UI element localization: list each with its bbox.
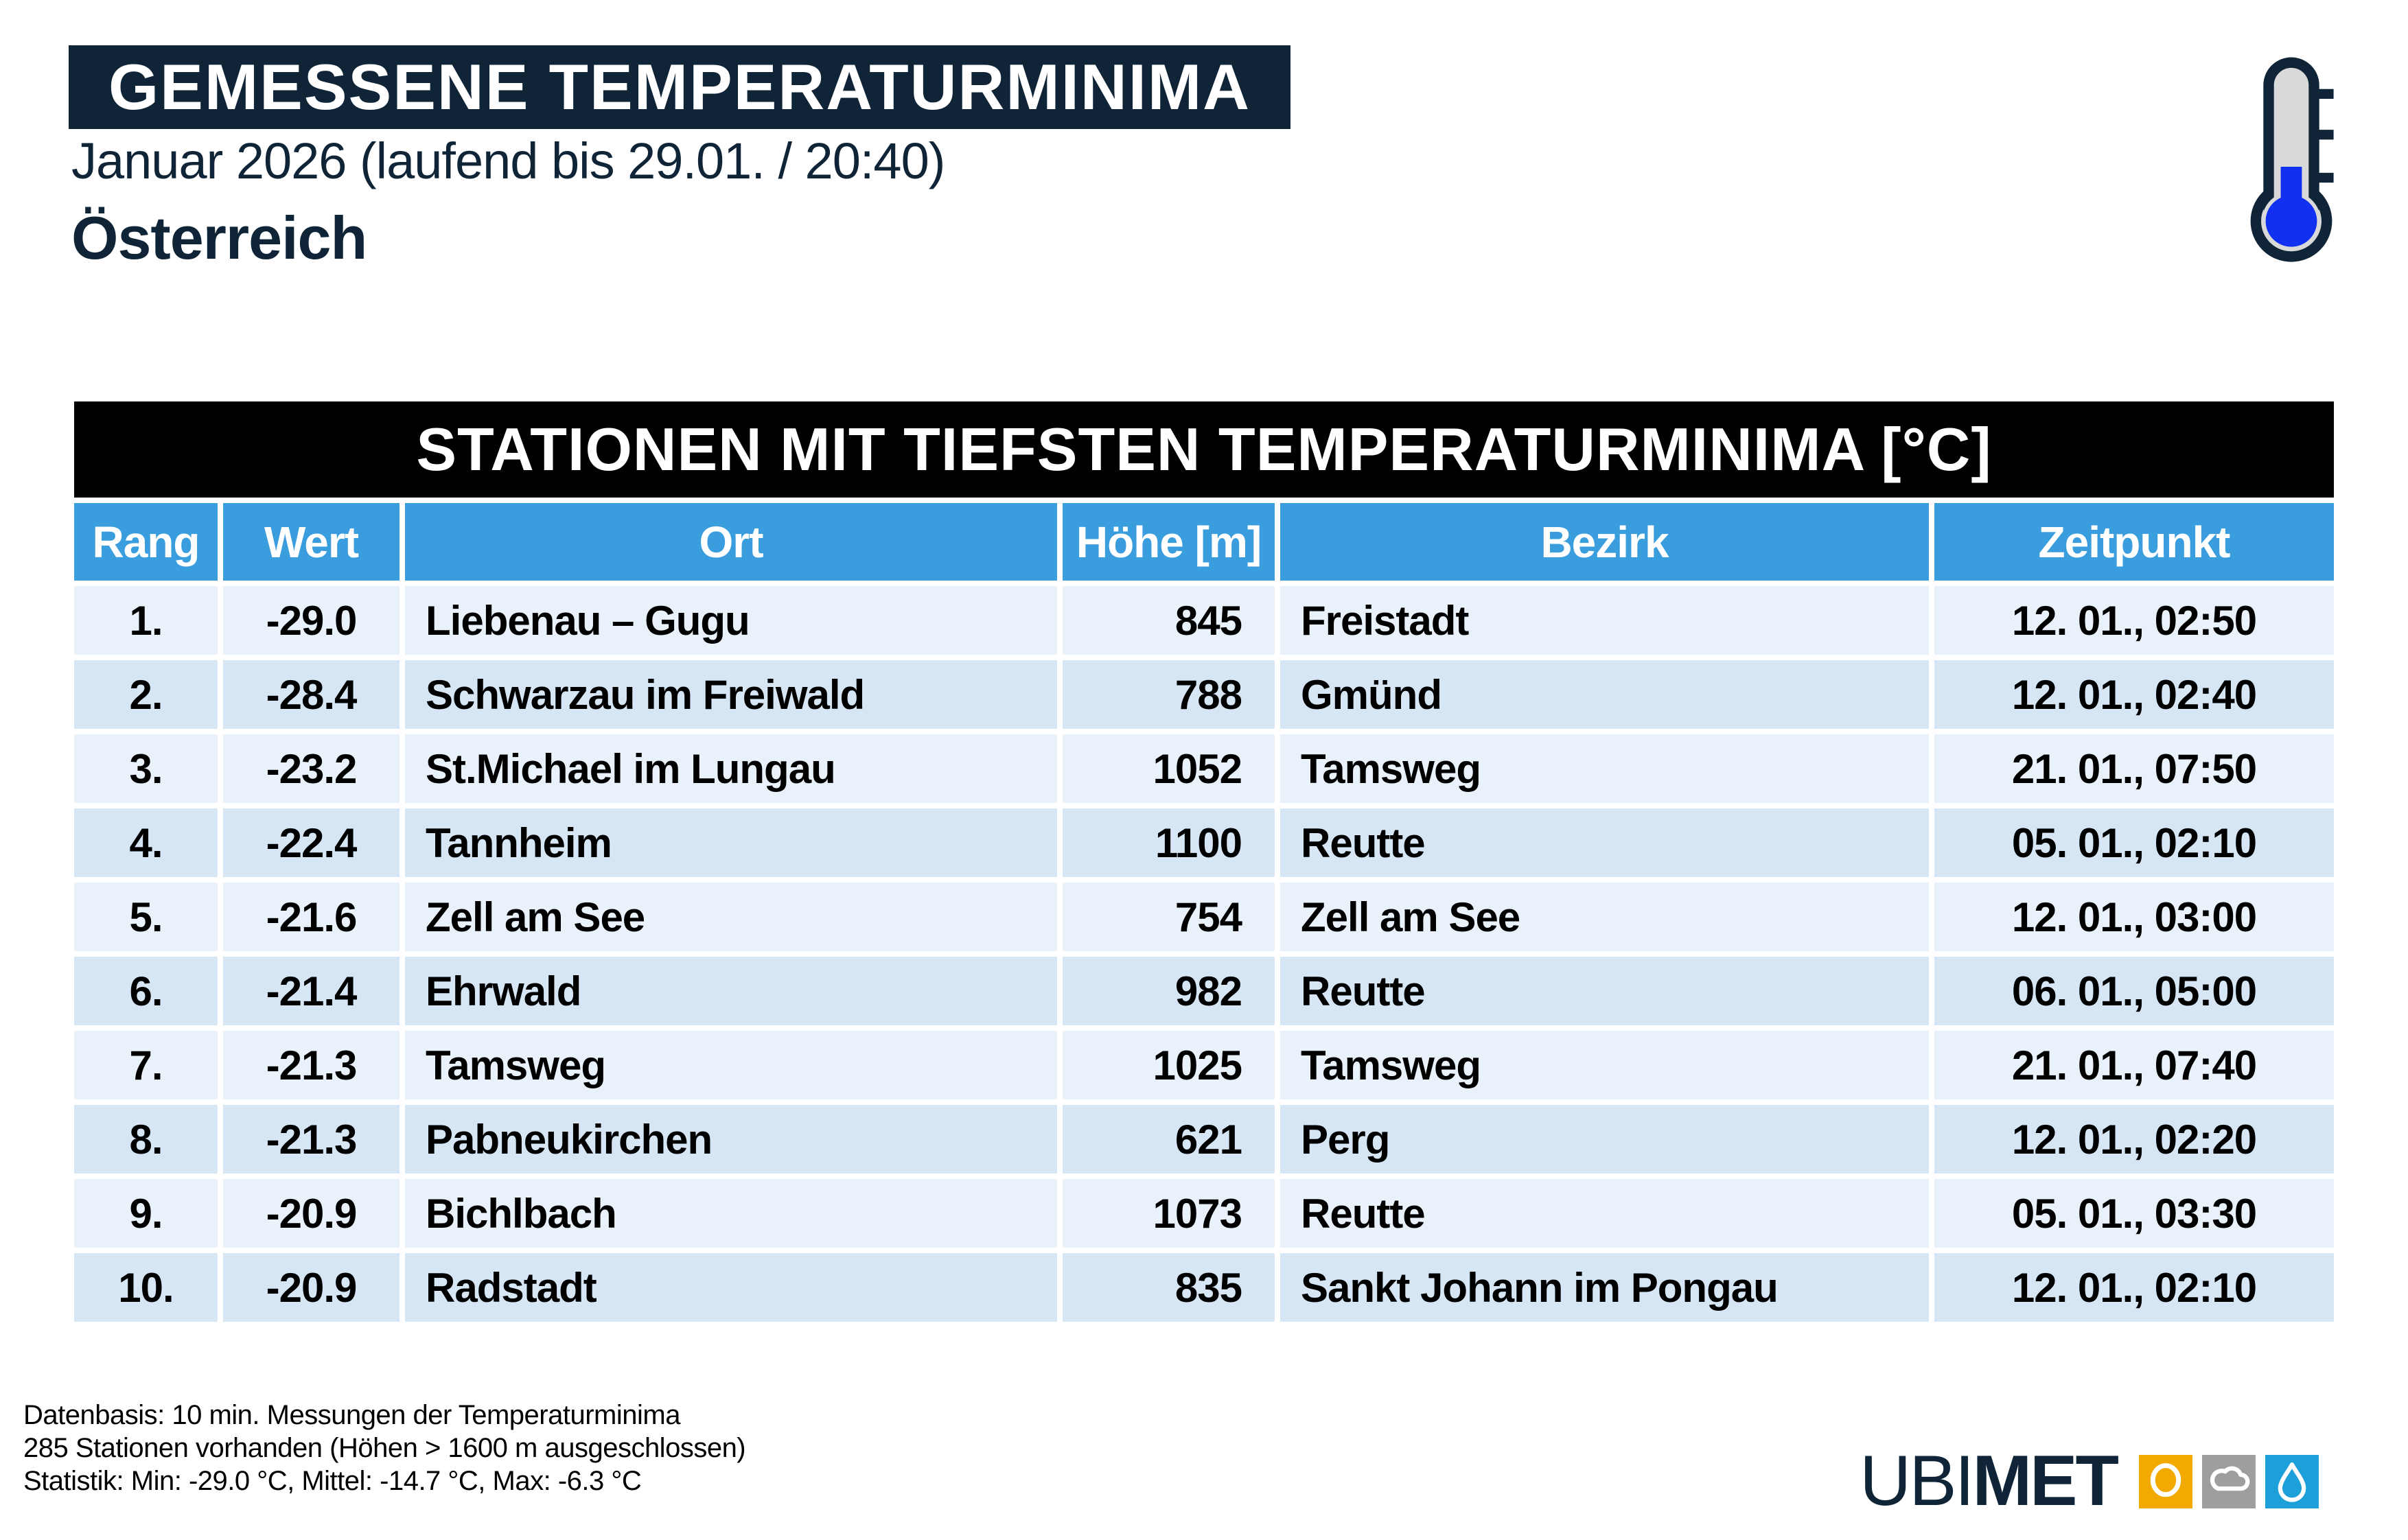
cell-altitude: 1025	[1063, 1031, 1275, 1099]
wordmark-ubi: UBI	[1860, 1441, 1974, 1521]
table-row: 4. -22.4 Tannheim 1100 Reutte 05. 01., 0…	[74, 808, 2334, 877]
cell-timestamp: 12. 01., 02:40	[1934, 660, 2334, 729]
cell-altitude: 845	[1063, 586, 1275, 655]
cell-rank: 6.	[74, 957, 218, 1025]
cell-district: Perg	[1280, 1105, 1929, 1174]
page-subtitle: Januar 2026 (laufend bis 29.01. / 20:40)	[71, 132, 945, 189]
cell-district: Reutte	[1280, 808, 1929, 877]
cloud-icon	[2202, 1455, 2256, 1508]
cell-station: Radstadt	[405, 1253, 1057, 1322]
cell-value: -20.9	[223, 1179, 400, 1248]
ubimet-logo: UBIMET	[1860, 1445, 2319, 1517]
table-row: 2. -28.4 Schwarzau im Freiwald 788 Gmünd…	[74, 660, 2334, 729]
cell-station: Liebenau – Gugu	[405, 586, 1057, 655]
footnote-statistics: Statistik: Min: -29.0 °C, Mittel: -14.7 …	[23, 1466, 642, 1496]
region-label: Österreich	[71, 204, 367, 272]
cell-altitude: 788	[1063, 660, 1275, 729]
column-header-zeitpunkt: Zeitpunkt	[1934, 503, 2334, 581]
cell-timestamp: 21. 01., 07:40	[1934, 1031, 2334, 1099]
cell-value: -22.4	[223, 808, 400, 877]
cell-altitude: 1100	[1063, 808, 1275, 877]
cell-timestamp: 06. 01., 05:00	[1934, 957, 2334, 1025]
wordmark-met: MET	[1972, 1441, 2119, 1521]
cell-timestamp: 21. 01., 07:50	[1934, 734, 2334, 803]
table-row: 3. -23.2 St.Michael im Lungau 1052 Tamsw…	[74, 734, 2334, 803]
column-header-ort: Ort	[405, 503, 1057, 581]
page-title-text: GEMESSENE TEMPERATURMINIMA	[108, 51, 1251, 123]
cell-rank: 7.	[74, 1031, 218, 1099]
table-row: 10. -20.9 Radstadt 835 Sankt Johann im P…	[74, 1253, 2334, 1322]
cell-timestamp: 05. 01., 03:30	[1934, 1179, 2334, 1248]
table-row: 8. -21.3 Pabneukirchen 621 Perg 12. 01.,…	[74, 1105, 2334, 1174]
sun-icon	[2139, 1455, 2192, 1508]
cell-district: Tamsweg	[1280, 1031, 1929, 1099]
cell-district: Sankt Johann im Pongau	[1280, 1253, 1929, 1322]
cell-rank: 2.	[74, 660, 218, 729]
cell-value: -23.2	[223, 734, 400, 803]
cell-station: Pabneukirchen	[405, 1105, 1057, 1174]
cell-value: -20.9	[223, 1253, 400, 1322]
column-header-hoehe: Höhe [m]	[1063, 503, 1275, 581]
droplet-icon	[2265, 1455, 2319, 1508]
cell-district: Reutte	[1280, 957, 1929, 1025]
cell-altitude: 754	[1063, 883, 1275, 951]
footnote-stations: 285 Stationen vorhanden (Höhen > 1600 m …	[23, 1433, 746, 1463]
table-row: 7. -21.3 Tamsweg 1025 Tamsweg 21. 01., 0…	[74, 1031, 2334, 1099]
cell-timestamp: 05. 01., 02:10	[1934, 808, 2334, 877]
cell-timestamp: 12. 01., 02:20	[1934, 1105, 2334, 1174]
cell-value: -28.4	[223, 660, 400, 729]
cell-rank: 3.	[74, 734, 218, 803]
cell-timestamp: 12. 01., 03:00	[1934, 883, 2334, 951]
table-title-text: STATIONEN MIT TIEFSTEN TEMPERATURMINIMA …	[416, 415, 1992, 483]
cell-district: Freistadt	[1280, 586, 1929, 655]
cell-station: Bichlbach	[405, 1179, 1057, 1248]
cell-value: -21.3	[223, 1031, 400, 1099]
cell-rank: 1.	[74, 586, 218, 655]
cell-station: Tannheim	[405, 808, 1057, 877]
cell-rank: 5.	[74, 883, 218, 951]
thermometer-icon	[2246, 54, 2337, 268]
cell-timestamp: 12. 01., 02:50	[1934, 586, 2334, 655]
table-row: 9. -20.9 Bichlbach 1073 Reutte 05. 01., …	[74, 1179, 2334, 1248]
table-body: 1. -29.0 Liebenau – Gugu 845 Freistadt 1…	[74, 586, 2334, 1322]
table-row: 1. -29.0 Liebenau – Gugu 845 Freistadt 1…	[74, 586, 2334, 655]
cell-district: Reutte	[1280, 1179, 1929, 1248]
cell-station: St.Michael im Lungau	[405, 734, 1057, 803]
cell-value: -21.3	[223, 1105, 400, 1174]
footnote-databasis: Datenbasis: 10 min. Messungen der Temper…	[23, 1400, 680, 1430]
cell-timestamp: 12. 01., 02:10	[1934, 1253, 2334, 1322]
cell-altitude: 982	[1063, 957, 1275, 1025]
cell-rank: 9.	[74, 1179, 218, 1248]
cell-district: Zell am See	[1280, 883, 1929, 951]
cell-rank: 8.	[74, 1105, 218, 1174]
footnotes: Datenbasis: 10 min. Messungen der Temper…	[23, 1399, 746, 1497]
table-row: 6. -21.4 Ehrwald 982 Reutte 06. 01., 05:…	[74, 957, 2334, 1025]
page-title: GEMESSENE TEMPERATURMINIMA	[69, 45, 1290, 129]
cell-altitude: 1073	[1063, 1179, 1275, 1248]
table-title: STATIONEN MIT TIEFSTEN TEMPERATURMINIMA …	[74, 401, 2334, 498]
cell-rank: 4.	[74, 808, 218, 877]
cell-station: Zell am See	[405, 883, 1057, 951]
cell-station: Schwarzau im Freiwald	[405, 660, 1057, 729]
table-row: 5. -21.6 Zell am See 754 Zell am See 12.…	[74, 883, 2334, 951]
column-header-bezirk: Bezirk	[1280, 503, 1929, 581]
ubimet-wordmark: UBIMET	[1860, 1445, 2119, 1517]
stations-table: STATIONEN MIT TIEFSTEN TEMPERATURMINIMA …	[74, 401, 2334, 1322]
table-header-row: Rang Wert Ort Höhe [m] Bezirk Zeitpunkt	[74, 503, 2334, 581]
column-header-rang: Rang	[74, 503, 218, 581]
cell-value: -29.0	[223, 586, 400, 655]
cell-station: Ehrwald	[405, 957, 1057, 1025]
cell-station: Tamsweg	[405, 1031, 1057, 1099]
column-header-wert: Wert	[223, 503, 400, 581]
cell-altitude: 621	[1063, 1105, 1275, 1174]
cell-value: -21.4	[223, 957, 400, 1025]
cell-altitude: 1052	[1063, 734, 1275, 803]
cell-district: Gmünd	[1280, 660, 1929, 729]
cell-rank: 10.	[74, 1253, 218, 1322]
cell-altitude: 835	[1063, 1253, 1275, 1322]
cell-district: Tamsweg	[1280, 734, 1929, 803]
cell-value: -21.6	[223, 883, 400, 951]
